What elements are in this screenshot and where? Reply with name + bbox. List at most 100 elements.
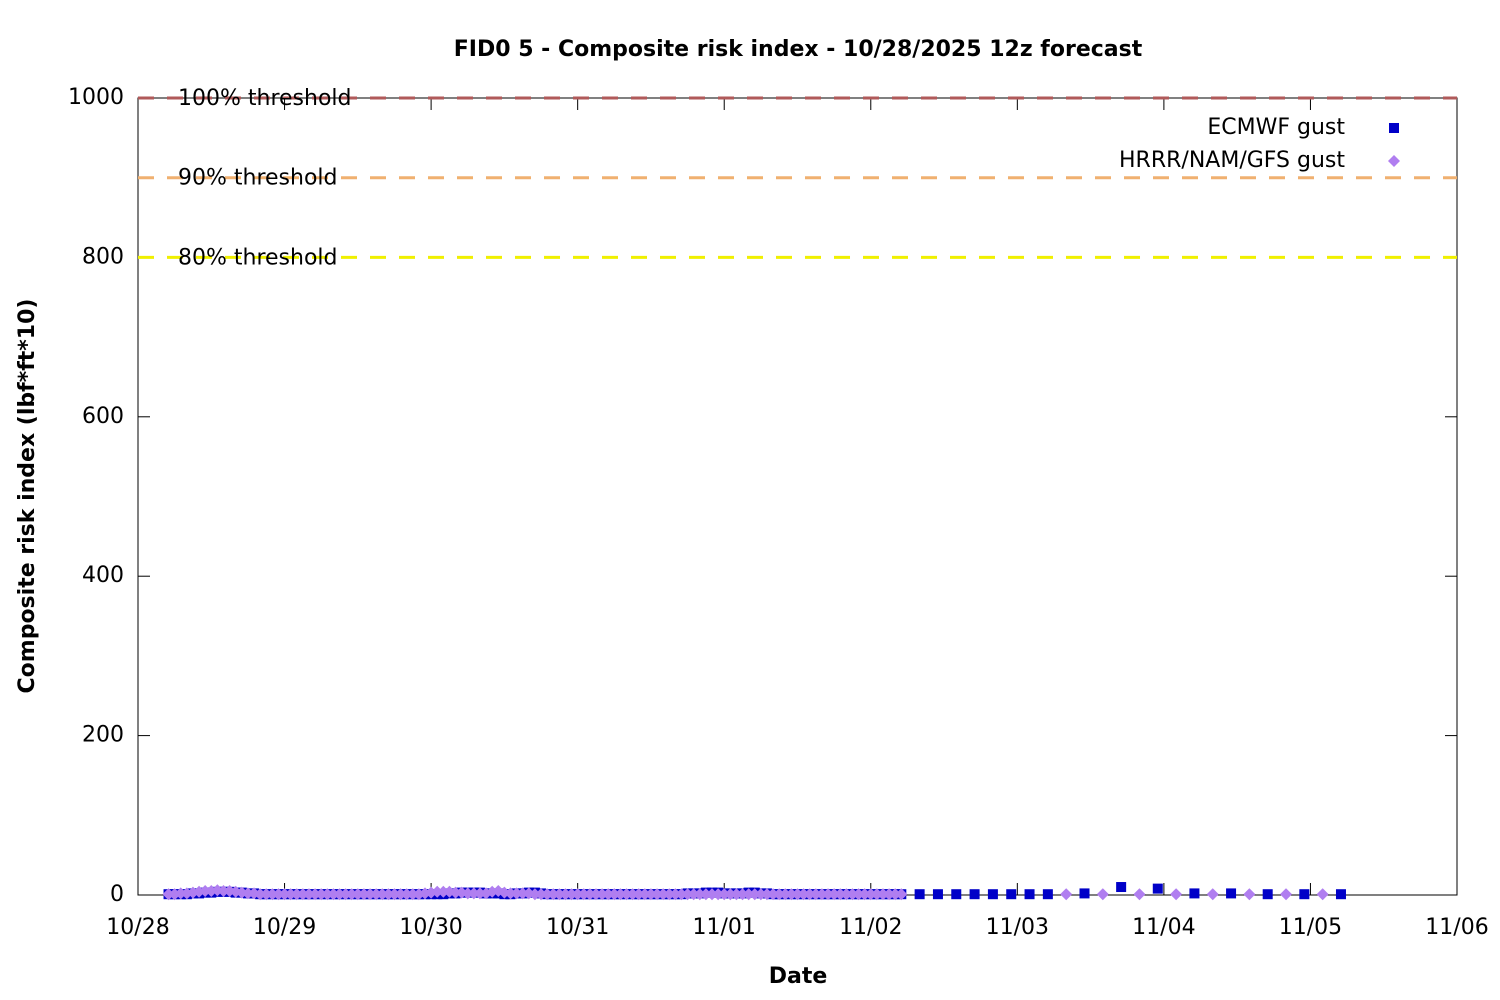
- data-point: [809, 888, 822, 901]
- data-point: [174, 887, 187, 900]
- data-point: [895, 888, 908, 901]
- data-point: [278, 888, 291, 901]
- data-point: [510, 887, 523, 900]
- data-point: [327, 888, 340, 901]
- data-point: [693, 888, 706, 901]
- data-point: [1006, 889, 1017, 900]
- data-point: [951, 889, 962, 900]
- data-point: [1226, 888, 1237, 899]
- data-point: [241, 887, 254, 900]
- y-tick-label: 400: [82, 563, 124, 588]
- data-point: [914, 889, 925, 900]
- data-point: [376, 888, 389, 901]
- data-point: [1243, 888, 1256, 901]
- data-point: [1152, 883, 1163, 894]
- data-point: [846, 888, 859, 901]
- data-point: [266, 888, 279, 901]
- data-point: [528, 888, 541, 901]
- data-point: [541, 888, 554, 901]
- data-point: [858, 888, 871, 901]
- y-tick-label: 0: [110, 882, 124, 907]
- data-point: [773, 888, 786, 901]
- data-point: [620, 888, 633, 901]
- data-point: [583, 888, 596, 901]
- data-point: [1335, 889, 1346, 900]
- data-point: [1096, 888, 1109, 901]
- data-point: [1316, 888, 1329, 901]
- data-point: [382, 888, 395, 901]
- data-point: [669, 888, 682, 901]
- data-point: [596, 888, 609, 901]
- data-point: [345, 888, 358, 901]
- data-point: [577, 888, 590, 901]
- data-point: [370, 888, 383, 901]
- data-point: [400, 888, 413, 901]
- data-point: [535, 888, 548, 901]
- threshold-label: 90% threshold: [178, 166, 338, 191]
- data-point: [394, 888, 407, 901]
- data-point: [657, 888, 670, 901]
- legend-label: HRRR/NAM/GFS gust: [1119, 148, 1345, 173]
- data-point: [559, 888, 572, 901]
- data-point: [969, 889, 980, 900]
- data-point: [608, 888, 621, 901]
- data-point: [1024, 889, 1035, 900]
- data-point: [754, 888, 767, 901]
- y-tick-label: 200: [82, 723, 124, 748]
- data-point: [449, 886, 462, 899]
- data-point: [1189, 888, 1200, 899]
- x-tick-label: 11/02: [839, 915, 902, 940]
- data-point: [248, 887, 261, 900]
- x-tick-label: 11/03: [986, 915, 1049, 940]
- x-tick-label: 11/01: [693, 915, 756, 940]
- data-point: [571, 888, 584, 901]
- data-point: [987, 889, 998, 900]
- data-point: [828, 888, 841, 901]
- y-tick-label: 1000: [68, 85, 124, 110]
- data-point: [388, 888, 401, 901]
- data-point: [864, 888, 877, 901]
- data-point: [748, 888, 761, 901]
- data-point: [852, 888, 865, 901]
- data-point: [614, 888, 627, 901]
- data-point: [1060, 888, 1073, 901]
- data-point: [467, 887, 480, 900]
- plot-frame: [137, 97, 1458, 896]
- data-point: [284, 888, 297, 901]
- data-point: [687, 888, 700, 901]
- data-point: [1133, 888, 1146, 901]
- data-point: [1042, 889, 1053, 900]
- data-point: [718, 888, 731, 901]
- data-point: [1206, 888, 1219, 901]
- data-point: [199, 885, 212, 898]
- data-point: [162, 888, 175, 901]
- data-point: [626, 888, 639, 901]
- data-point: [638, 888, 651, 901]
- data-point: [663, 888, 676, 901]
- data-point: [1170, 888, 1183, 901]
- data-point: [760, 888, 773, 901]
- data-point: [1280, 888, 1293, 901]
- data-point: [333, 888, 346, 901]
- data-point: [565, 888, 578, 901]
- data-point: [309, 888, 322, 901]
- data-point: [730, 888, 743, 901]
- x-tick-label: 11/05: [1279, 915, 1342, 940]
- data-point: [767, 888, 780, 901]
- data-point: [803, 888, 816, 901]
- data-point: [785, 888, 798, 901]
- data-point: [1299, 889, 1310, 900]
- data-point: [302, 888, 315, 901]
- data-point: [651, 888, 664, 901]
- data-point: [876, 888, 889, 901]
- x-tick-label: 10/28: [106, 915, 169, 940]
- y-tick-label: 600: [82, 404, 124, 429]
- data-point: [296, 888, 309, 901]
- data-point: [675, 888, 688, 901]
- y-axis-label: Composite risk index (lbf*ft*10): [15, 299, 40, 694]
- data-point: [473, 887, 486, 900]
- data-point: [712, 888, 725, 901]
- threshold-label: 100% threshold: [178, 86, 352, 111]
- data-point: [706, 888, 719, 901]
- data-point: [681, 888, 694, 901]
